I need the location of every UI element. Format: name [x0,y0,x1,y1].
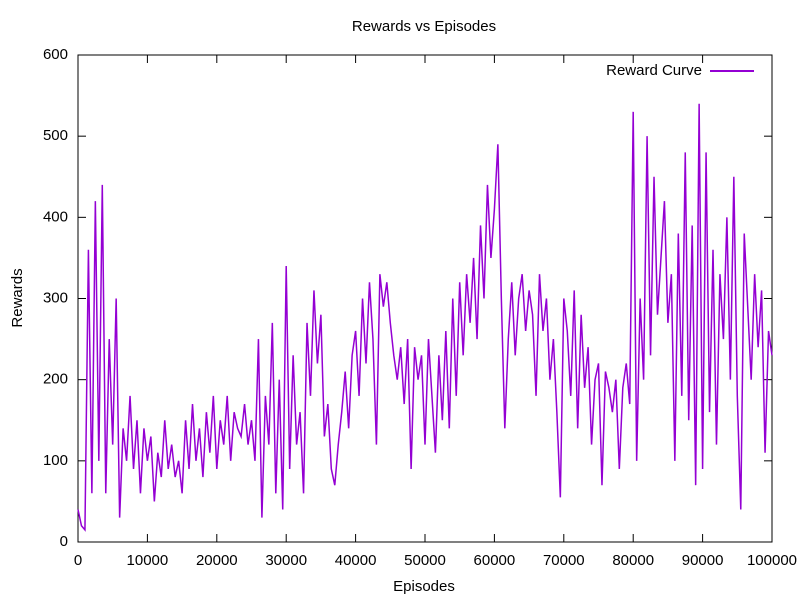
y-tick-label: 200 [43,371,68,388]
y-tick-label: 600 [43,46,68,63]
x-axis-label: Episodes [393,578,455,595]
x-tick-label: 70000 [543,552,585,569]
y-tick-label: 400 [43,208,68,225]
x-tick-label: 60000 [474,552,516,569]
x-tick-label: 0 [74,552,82,569]
x-tick-label: 30000 [265,552,307,569]
x-tick-label: 80000 [612,552,654,569]
legend-label: Reward Curve [606,62,702,79]
line-series [77,103,773,532]
y-tick-label: 500 [43,127,68,144]
x-tick-label: 10000 [127,552,169,569]
y-axis-label: Rewards [9,268,26,327]
y-tick-label: 300 [43,289,68,306]
x-tick-label: 90000 [682,552,724,569]
x-tick-label: 40000 [335,552,377,569]
x-tick-label: 20000 [196,552,238,569]
chart-title: Rewards vs Episodes [352,18,496,35]
y-tick-label: 0 [60,533,68,550]
x-tick-label: 50000 [404,552,446,569]
y-tick-label: 100 [43,452,68,469]
x-tick-label: 100000 [747,552,797,569]
